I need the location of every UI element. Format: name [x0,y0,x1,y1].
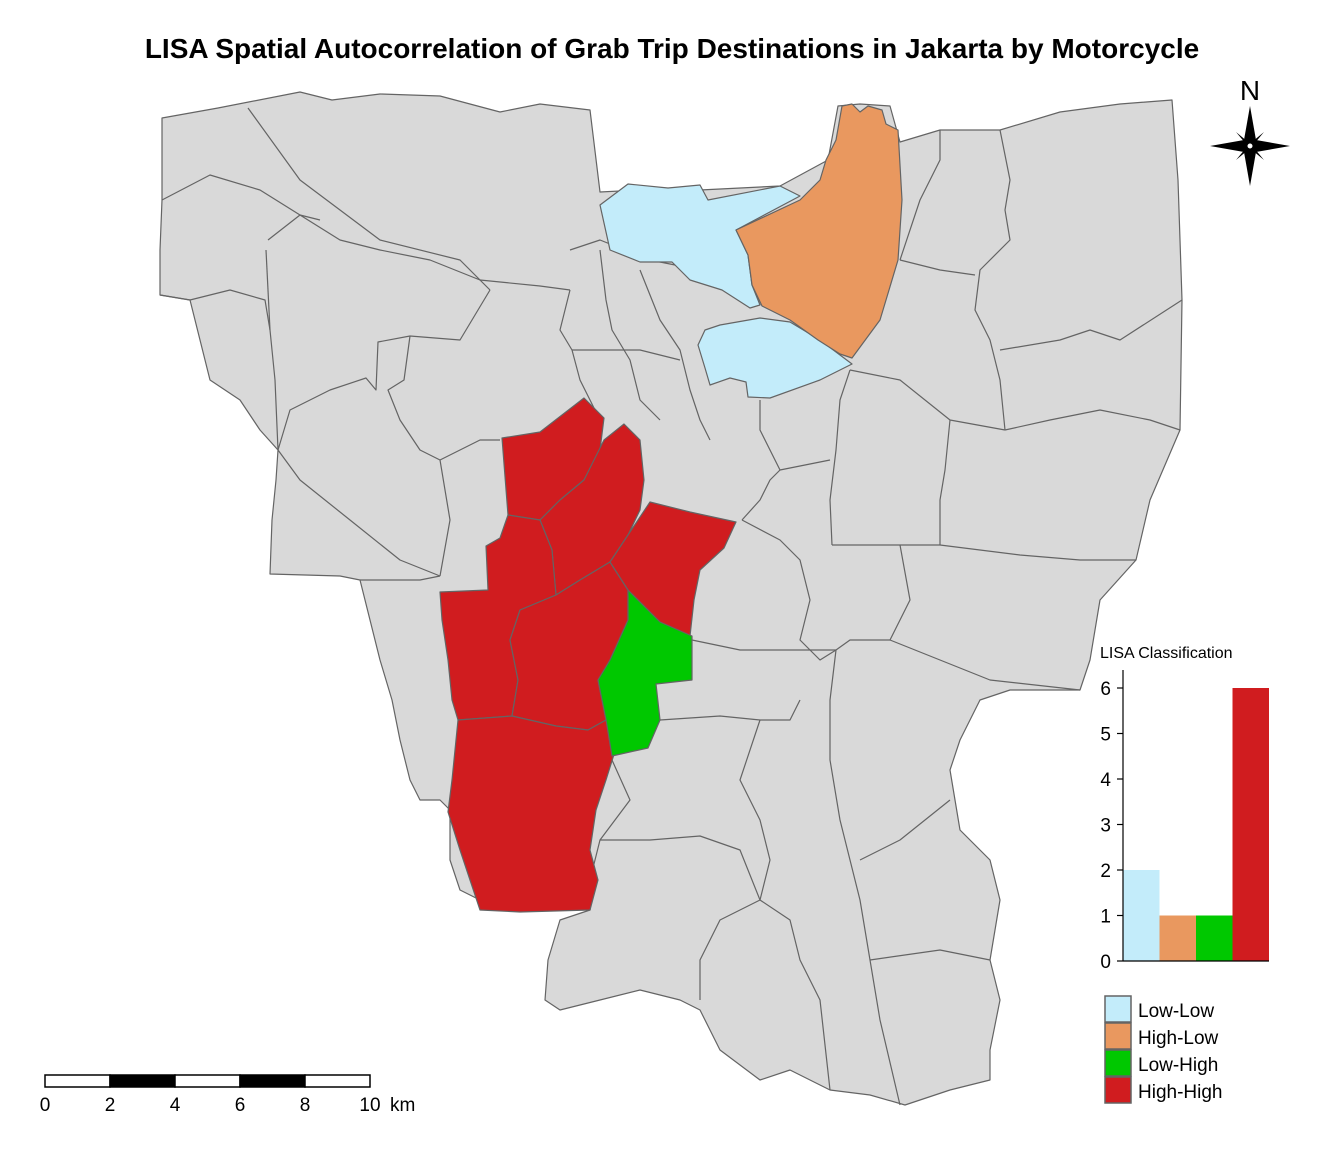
legend-item-low-low: Low-Low [1104,995,1214,1023]
district-boundary [691,639,836,651]
district-boundaries [159,107,1183,1106]
scale-tick-label: 10 [359,1095,380,1116]
legend-key: Low-Low High-Low Low-High High-High [1104,995,1222,1104]
legend-item-high-low: High-Low [1104,1022,1219,1050]
district-high-low [735,103,903,359]
histogram-y-axis: 0 1 2 3 4 5 6 [1100,670,1269,973]
histogram-bar-high-low [1159,915,1196,961]
district-boundary [267,214,571,291]
district-low-low [697,317,853,399]
scale-bar-segment [109,1074,176,1088]
legend-histogram: LISA Classification 0 1 2 3 4 5 6 [1100,645,1269,973]
district-boundary [277,289,491,451]
scale-bar: 0 2 4 6 8 10 km [40,1074,415,1116]
district-boundary [779,459,831,471]
legend-label: Low-Low [1138,1001,1214,1022]
district-high-high [447,715,617,913]
north-label: N [1240,75,1260,106]
district-boundary [387,335,500,461]
compass-rose-icon [1210,106,1290,186]
district-boundary [360,575,441,581]
scale-tick-label: 2 [105,1095,116,1116]
legend-title: LISA Classification [1100,645,1233,662]
legend-swatch [1104,1076,1132,1104]
district-boundary [739,719,771,901]
histogram-y-tick-label: 3 [1100,816,1111,837]
histogram-y-tick-label: 4 [1100,770,1111,791]
high-high-districts [439,397,737,913]
legend-swatch [1104,1022,1132,1050]
histogram-bar-low-high [1196,915,1233,961]
legend-label: High-Low [1138,1028,1219,1049]
district-boundary [829,649,901,1106]
legend-swatch [1104,1049,1132,1077]
district-low-high [597,589,693,757]
histogram-bar-high-high [1232,688,1269,961]
district-boundary [265,249,271,331]
district-boundary [829,369,851,546]
district-boundary [161,174,321,221]
district-high-high [609,501,737,637]
district-boundary [899,130,941,261]
legend-swatch [1104,995,1132,1023]
histogram-bar-low-low [1123,870,1160,961]
histogram-y-tick-label: 1 [1100,907,1111,928]
scale-bar-segment [174,1074,241,1088]
district-boundary [741,519,837,661]
legend-label: High-High [1138,1082,1222,1103]
histogram-y-tick-label: 2 [1100,861,1111,882]
district-boundary [699,899,761,1000]
low-low-districts [599,183,853,399]
scale-tick-label: 0 [40,1095,51,1116]
map-title: LISA Spatial Autocorrelation of Grab Tri… [145,33,1199,64]
district-boundary [600,835,761,901]
district-boundary [247,107,491,291]
district-boundary [869,949,991,961]
high-low-districts [735,103,903,359]
histogram-y-tick-label: 0 [1100,952,1111,973]
district-boundary [899,259,976,276]
histogram-y-tick-label: 5 [1100,725,1111,746]
district-boundary [589,759,631,881]
district-boundary [974,129,1011,431]
legend-label: Low-High [1138,1055,1218,1076]
district-boundary [599,249,661,421]
scale-bar-segment [239,1074,306,1088]
histogram-y-tick-label: 6 [1100,679,1111,700]
district-boundary [759,899,831,1091]
north-arrow: N [1210,75,1290,186]
district-boundary [1004,409,1181,431]
legend-item-high-high: High-High [1104,1076,1222,1104]
district-boundary [572,349,681,361]
scale-tick-label: 6 [235,1095,246,1116]
scale-tick-label: 4 [170,1095,181,1116]
district-boundary [889,639,1081,691]
district-boundary [277,449,441,577]
scale-tick-label: 8 [300,1095,311,1116]
district-boundary [859,799,951,861]
scale-bar-segment [304,1074,371,1088]
histogram-bars [1123,688,1269,961]
district-boundary [741,400,781,521]
low-high-districts [597,589,693,757]
district-boundary [639,269,711,441]
district-boundary [832,544,1136,561]
district-boundary [849,369,1006,431]
scale-bar-segment [44,1074,111,1088]
district-boundary [939,419,951,545]
district-boundary [999,299,1183,351]
district-boundary [159,289,279,451]
scale-unit-label: km [390,1095,415,1116]
district-boundary [439,459,451,577]
legend-item-low-high: Low-High [1104,1049,1218,1077]
